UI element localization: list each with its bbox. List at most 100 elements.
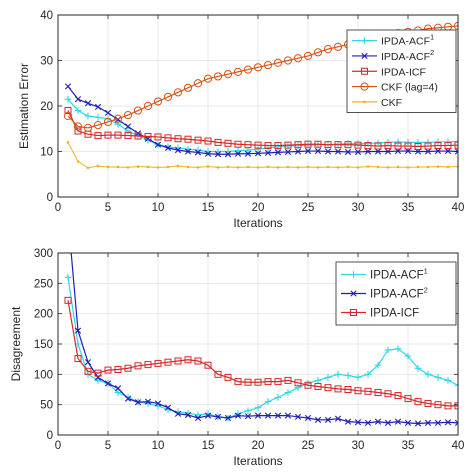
data-point (323, 45, 333, 54)
y-tick-label: 0 (47, 192, 53, 204)
data-point (114, 131, 122, 139)
data-point (404, 352, 412, 360)
data-point (73, 122, 83, 131)
data-point (254, 378, 262, 386)
data-point (64, 296, 72, 304)
data-point (436, 165, 440, 168)
data-point (203, 74, 213, 83)
data-point (123, 111, 133, 120)
legend-swatch-marker (350, 290, 357, 297)
data-point (444, 142, 452, 150)
data-point (184, 411, 192, 419)
legend-swatch-marker (363, 100, 366, 104)
data-point (164, 404, 172, 411)
series-line (67, 300, 458, 407)
data-point (444, 419, 452, 426)
data-point (124, 132, 132, 140)
data-point (143, 101, 153, 111)
data-point (326, 165, 330, 169)
data-point (214, 138, 222, 146)
data-point (124, 364, 132, 372)
legend-label-superscript: 1 (424, 267, 428, 276)
data-point (424, 419, 432, 426)
data-point (154, 400, 162, 407)
data-point (444, 147, 452, 155)
data-point (354, 141, 362, 149)
legend-label: IPDA-ICF (370, 308, 419, 320)
data-point (264, 378, 272, 386)
data-point (446, 165, 450, 169)
data-point (314, 147, 322, 155)
legend-swatch-marker (361, 37, 368, 45)
x-axis-label: Iterations (233, 454, 282, 468)
data-point (64, 107, 72, 115)
data-point (426, 165, 430, 169)
data-point (414, 398, 422, 406)
data-point (303, 51, 313, 61)
y-tick-label: 200 (34, 309, 53, 321)
series-line (67, 98, 458, 153)
data-point (83, 123, 93, 132)
y-tick-label: 10 (40, 147, 53, 159)
x-tick-label: 40 (452, 202, 465, 214)
legend-label: CKF (lag=4) (381, 82, 438, 94)
data-point (284, 389, 292, 396)
data-point (164, 358, 172, 366)
legend-item: IPDA-ACF2 (341, 286, 428, 301)
data-point (144, 361, 152, 369)
series-ipda-icf (64, 296, 458, 410)
data-point (94, 113, 102, 121)
data-point (84, 100, 92, 107)
data-point (354, 148, 362, 156)
chart-disagreement: 0 5 10 15 20 25 30 35 40 0 50 100 150 200 250 300 Itera… (9, 248, 464, 468)
data-point (384, 390, 392, 398)
data-point (174, 357, 182, 365)
data-point (254, 404, 262, 412)
data-point (366, 165, 370, 168)
data-point (164, 144, 172, 151)
x-tick-label: 25 (302, 202, 315, 214)
legend-item: IPDA-ACF2 (352, 48, 434, 63)
data-point (254, 141, 262, 149)
data-point (404, 139, 412, 146)
data-point (354, 419, 362, 426)
x-tick-label: 0 (55, 440, 61, 452)
data-point (394, 142, 402, 150)
x-tick-label: 30 (352, 440, 365, 452)
data-point (86, 166, 90, 170)
data-point (273, 58, 283, 67)
data-point (176, 164, 180, 168)
data-point (354, 140, 362, 148)
series-line (67, 86, 458, 155)
data-point (424, 399, 432, 407)
data-point (444, 377, 452, 384)
data-point (384, 419, 392, 426)
data-point (313, 48, 323, 57)
y-axis-label: Estimation Error (17, 63, 31, 149)
data-point (134, 399, 142, 406)
ticks: 0 5 10 15 20 25 30 35 40 0 10 20 30 40 (40, 10, 464, 214)
data-point (164, 134, 172, 142)
data-point (414, 142, 422, 150)
series-ckf (66, 141, 458, 170)
data-point (234, 150, 242, 157)
data-point (414, 139, 422, 146)
data-point (74, 327, 82, 334)
data-point (424, 139, 432, 146)
data-point (374, 148, 382, 155)
data-point (154, 359, 162, 367)
data-point (344, 386, 352, 393)
data-point (244, 378, 252, 386)
data-point (414, 420, 422, 427)
data-point (324, 384, 332, 392)
data-point (334, 141, 342, 149)
y-tick-label: 300 (34, 248, 53, 260)
y-tick-label: 40 (40, 10, 53, 22)
data-point (384, 148, 392, 155)
data-point (226, 165, 230, 169)
data-point (424, 370, 432, 378)
data-point (454, 148, 458, 155)
series-line (67, 142, 458, 169)
data-point (84, 367, 92, 375)
